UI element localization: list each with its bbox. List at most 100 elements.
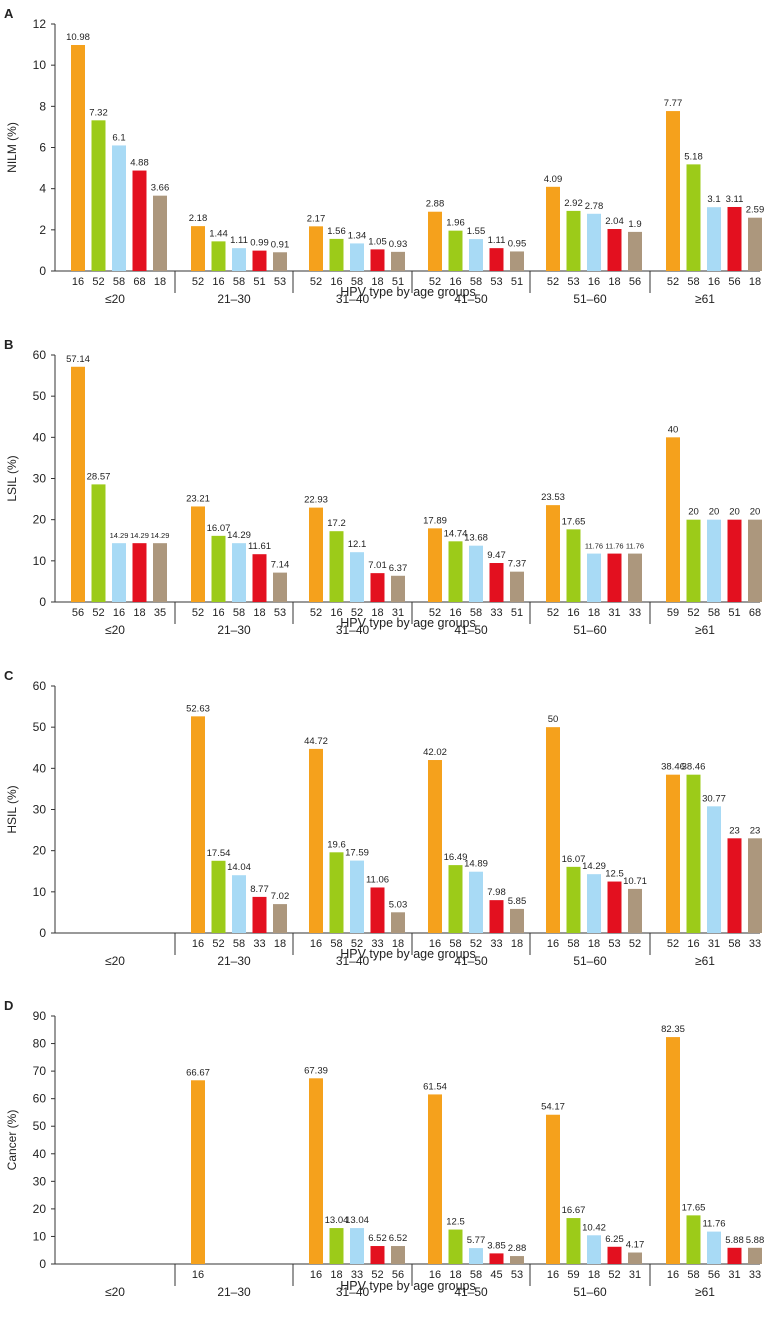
hpv-type-label: 33 xyxy=(749,1269,761,1281)
bar xyxy=(428,1094,442,1264)
hpv-type-label: 16 xyxy=(310,938,322,950)
bar xyxy=(329,238,344,271)
age-group-label: 31–40 xyxy=(336,623,370,637)
y-axis-label: HSIL (%) xyxy=(5,785,19,833)
hpv-type-label: 56 xyxy=(708,1269,720,1281)
bar-value-label: 14.29 xyxy=(227,530,251,541)
age-group-label: 21–30 xyxy=(217,292,251,306)
hpv-type-label: 52 xyxy=(687,607,699,619)
bar-value-label: 13.04 xyxy=(345,1215,369,1226)
hpv-type-label: 58 xyxy=(567,938,579,950)
bar-value-label: 38.46 xyxy=(682,762,706,773)
hpv-type-label: 16 xyxy=(567,607,579,619)
hpv-type-label: 33 xyxy=(490,607,502,619)
age-group-label: 21–30 xyxy=(217,623,251,637)
bar xyxy=(469,545,483,602)
bar-value-label: 11.06 xyxy=(366,874,389,885)
hpv-type-label: 52 xyxy=(212,938,224,950)
bar-value-label: 40 xyxy=(668,424,679,435)
hpv-type-label: 33 xyxy=(253,938,265,950)
bar-value-label: 23.21 xyxy=(186,493,210,504)
bar-value-label: 1.9 xyxy=(628,219,641,230)
bar xyxy=(391,251,405,271)
bar-value-label: 20 xyxy=(729,507,740,518)
bar-value-label: 23 xyxy=(750,825,761,836)
bar-value-label: 6.1 xyxy=(112,132,125,143)
y-tick-label: 30 xyxy=(33,803,47,817)
bar xyxy=(91,120,106,271)
hpv-type-label: 52 xyxy=(192,607,204,619)
hpv-type-label: 52 xyxy=(351,607,363,619)
bar xyxy=(211,860,226,933)
hpv-type-label: 33 xyxy=(490,938,502,950)
bar-value-label: 6.52 xyxy=(389,1233,408,1244)
bar xyxy=(309,226,323,271)
hpv-type-label: 16 xyxy=(547,1269,559,1281)
hpv-type-label: 53 xyxy=(511,1269,523,1281)
bar xyxy=(686,774,701,933)
bar-value-label: 1.96 xyxy=(446,218,465,229)
panel-letter: D xyxy=(4,998,13,1013)
hpv-type-label: 16 xyxy=(212,276,224,288)
bar xyxy=(309,507,323,602)
hpv-type-label: 52 xyxy=(608,1269,620,1281)
y-tick-label: 20 xyxy=(33,844,47,858)
y-tick-label: 20 xyxy=(33,513,47,527)
bar xyxy=(510,908,524,933)
bar xyxy=(587,1235,601,1264)
hpv-type-label: 58 xyxy=(233,607,245,619)
bar-value-label: 0.99 xyxy=(250,238,269,249)
age-group-label: ≤20 xyxy=(105,1285,125,1299)
bar xyxy=(391,912,405,933)
age-group-label: ≤20 xyxy=(105,292,125,306)
bar-value-label: 6.25 xyxy=(605,1234,624,1245)
bar-value-label: 7.32 xyxy=(89,107,108,118)
panel-letter: B xyxy=(4,337,13,352)
bar xyxy=(252,896,267,933)
y-tick-label: 6 xyxy=(39,141,46,155)
bar xyxy=(727,838,742,933)
hpv-type-label: 18 xyxy=(371,276,383,288)
bar xyxy=(727,519,742,602)
bar-value-label: 17.89 xyxy=(423,515,447,526)
hpv-type-label: 52 xyxy=(547,276,559,288)
bar xyxy=(370,887,385,933)
hpv-type-label: 58 xyxy=(330,938,342,950)
hpv-type-label: 31 xyxy=(392,607,404,619)
hpv-type-label: 18 xyxy=(608,276,620,288)
bar xyxy=(350,1228,364,1264)
hpv-type-label: 35 xyxy=(154,607,166,619)
bar-value-label: 7.01 xyxy=(368,560,387,571)
bar xyxy=(748,838,762,933)
bar xyxy=(428,211,442,271)
bar-value-label: 2.78 xyxy=(585,201,604,212)
y-tick-label: 0 xyxy=(39,1257,46,1271)
hpv-type-label: 31 xyxy=(608,607,620,619)
age-group-label: 31–40 xyxy=(336,1285,370,1299)
bar-value-label: 67.39 xyxy=(304,1065,328,1076)
hpv-type-label: 52 xyxy=(310,276,322,288)
bar xyxy=(370,573,385,602)
hpv-type-label: 18 xyxy=(274,938,286,950)
age-group-label: 51–60 xyxy=(573,623,607,637)
bar-value-label: 16.07 xyxy=(562,854,586,865)
hpv-type-label: 52 xyxy=(192,276,204,288)
bar xyxy=(566,1218,581,1264)
bar xyxy=(448,1229,463,1264)
y-tick-label: 40 xyxy=(33,761,47,775)
bar-value-label: 5.18 xyxy=(684,151,703,162)
bar xyxy=(587,874,601,933)
hpv-type-label: 18 xyxy=(154,276,166,288)
bar-value-label: 17.54 xyxy=(207,848,231,859)
bar-value-label: 28.57 xyxy=(87,471,111,482)
hpv-type-label: 51 xyxy=(392,276,404,288)
bar xyxy=(489,1253,504,1264)
hpv-type-label: 18 xyxy=(371,607,383,619)
hpv-type-label: 53 xyxy=(567,276,579,288)
hpv-type-label: 53 xyxy=(274,276,286,288)
y-tick-label: 50 xyxy=(33,1119,47,1133)
y-tick-label: 10 xyxy=(33,554,47,568)
hpv-type-label: 16 xyxy=(192,1269,204,1281)
bar-value-label: 1.11 xyxy=(488,235,506,246)
